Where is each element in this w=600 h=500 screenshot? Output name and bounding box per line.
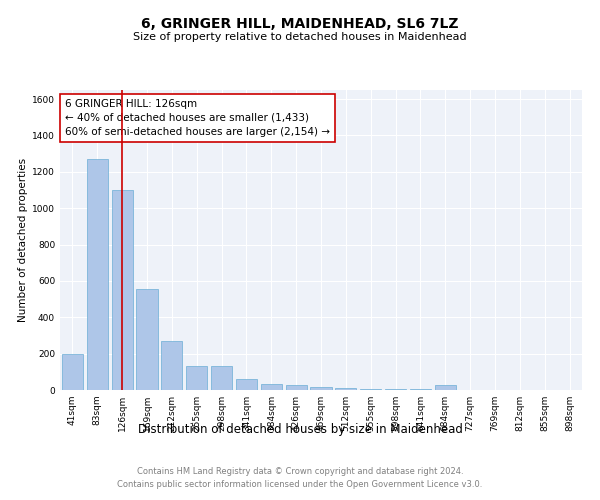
Text: Size of property relative to detached houses in Maidenhead: Size of property relative to detached ho… [133,32,467,42]
Bar [435,386,456,390]
Bar [261,384,282,390]
Bar [286,386,307,390]
Bar [360,389,381,390]
Y-axis label: Number of detached properties: Number of detached properties [18,158,28,322]
Bar [112,190,133,390]
Text: 6, GRINGER HILL, MAIDENHEAD, SL6 7LZ: 6, GRINGER HILL, MAIDENHEAD, SL6 7LZ [141,18,459,32]
Bar [310,388,332,390]
Bar [385,389,406,390]
Bar [87,159,108,390]
Bar [136,289,158,390]
Text: Contains HM Land Registry data © Crown copyright and database right 2024.: Contains HM Land Registry data © Crown c… [137,468,463,476]
Bar [236,379,257,390]
Bar [161,341,182,390]
Bar [186,366,207,390]
Text: Distribution of detached houses by size in Maidenhead: Distribution of detached houses by size … [137,422,463,436]
Bar [335,388,356,390]
Text: 6 GRINGER HILL: 126sqm
← 40% of detached houses are smaller (1,433)
60% of semi-: 6 GRINGER HILL: 126sqm ← 40% of detached… [65,99,330,137]
Bar [211,366,232,390]
Text: Contains public sector information licensed under the Open Government Licence v3: Contains public sector information licen… [118,480,482,489]
Bar [62,354,83,390]
Bar [410,389,431,390]
